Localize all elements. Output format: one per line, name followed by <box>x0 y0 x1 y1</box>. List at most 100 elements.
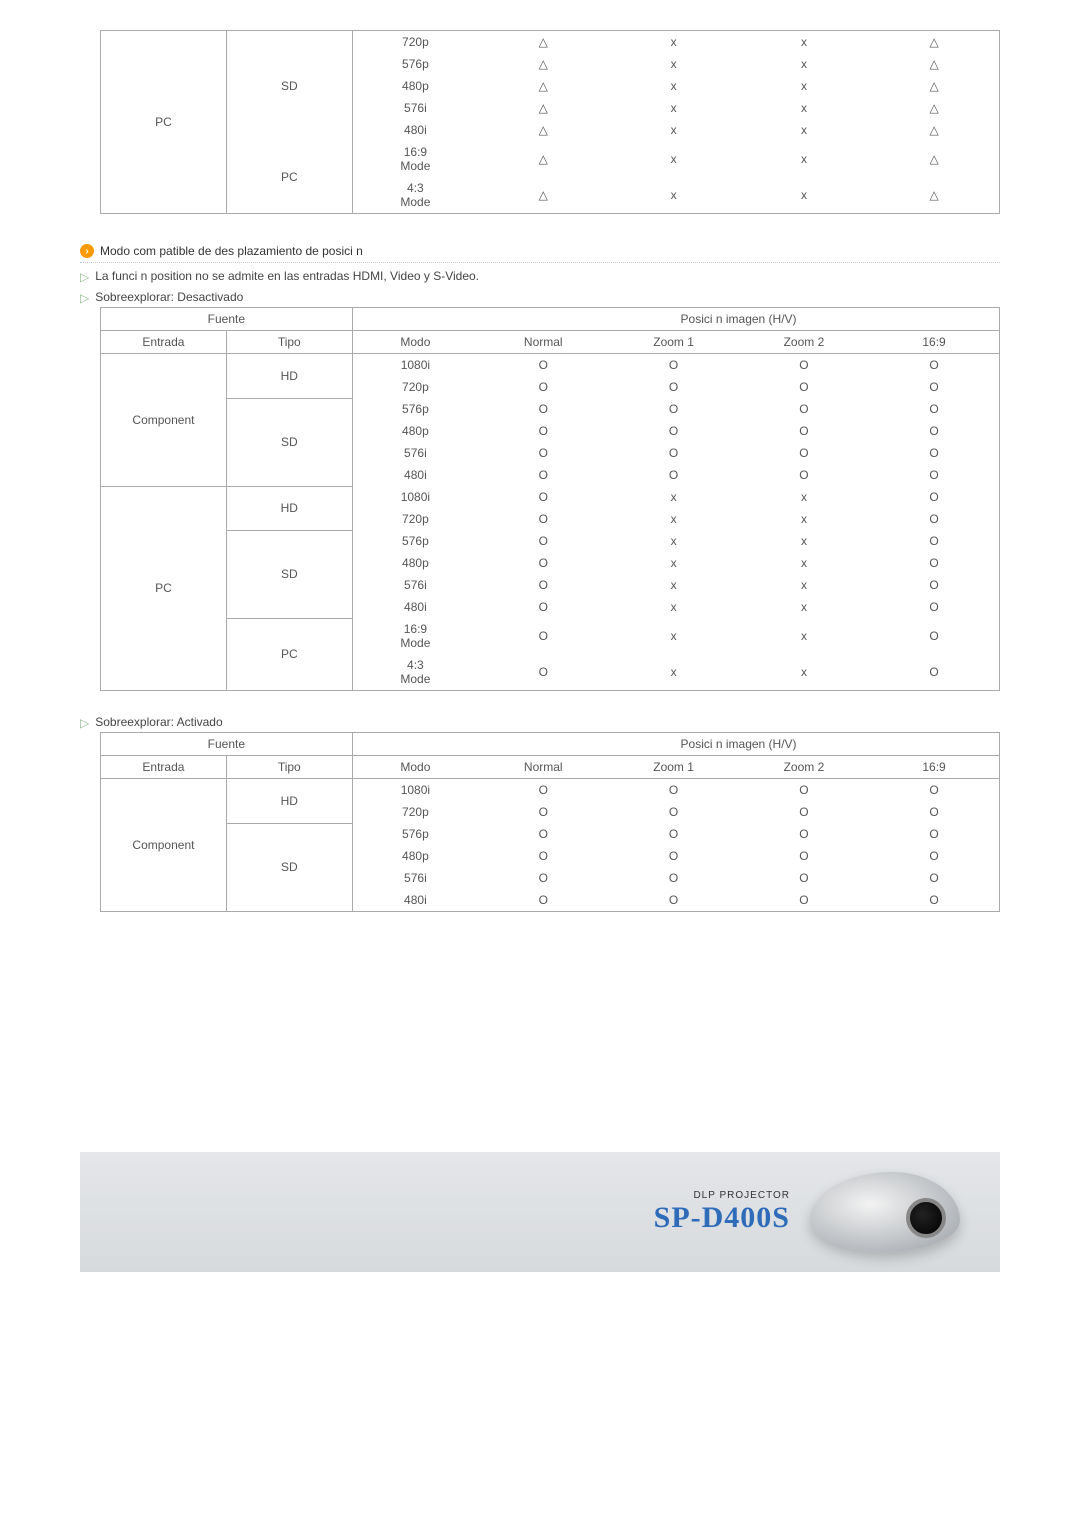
note-text-2: Sobreexplorar: Desactivado <box>95 290 243 304</box>
cell-value: x <box>608 31 738 54</box>
note-text-3: Sobreexplorar: Activado <box>95 715 222 729</box>
table-row: ComponentHD1080iOOOO <box>101 779 1000 802</box>
cell-value: x <box>739 53 869 75</box>
header-posicion: Posici n imagen (H/V) <box>478 733 999 756</box>
cell-modo: 480p <box>352 75 478 97</box>
cell-modo: 576p <box>352 823 478 845</box>
cell-value: O <box>478 398 608 420</box>
cell-value: x <box>739 177 869 214</box>
cell-value: O <box>608 442 738 464</box>
header-zoom1: Zoom 1 <box>608 331 738 354</box>
header-normal: Normal <box>478 331 608 354</box>
cell-modo: 1080i <box>352 779 478 802</box>
table-row: SD576pOOOO <box>101 398 1000 420</box>
header-r169: 16:9 <box>869 756 999 779</box>
cell-modo: 480p <box>352 420 478 442</box>
footer-model-text: SP-D400S <box>654 1201 790 1235</box>
cell-tipo: SD <box>226 398 352 486</box>
cell-value: △ <box>478 75 608 97</box>
header-tipo: Tipo <box>226 331 352 354</box>
cell-value: O <box>869 574 999 596</box>
header-normal: Normal <box>478 756 608 779</box>
cell-value: O <box>478 508 608 530</box>
cell-value: O <box>608 779 738 802</box>
header-zoom2: Zoom 2 <box>739 756 869 779</box>
cell-modo: 720p <box>352 376 478 398</box>
caret-icon: ▷ <box>80 716 89 730</box>
cell-value: x <box>739 141 869 177</box>
cell-value: x <box>739 530 869 552</box>
cell-value: O <box>478 552 608 574</box>
cell-value: x <box>739 508 869 530</box>
footer-small-text: DLP PROJECTOR <box>654 1190 790 1201</box>
note-text-1: La funci n position no se admite en las … <box>95 269 479 283</box>
table-row: PCHD1080iOxxO <box>101 486 1000 508</box>
table1-wrap: PCSD720p△xx△576p△xx△480p△xx△576i△xx△480i… <box>100 30 1000 214</box>
cell-value: O <box>869 654 999 691</box>
table-header-row: FuentePosici n imagen (H/V) <box>101 308 1000 331</box>
cell-value: x <box>608 97 738 119</box>
cell-value: O <box>869 618 999 654</box>
cell-value: △ <box>478 141 608 177</box>
cell-value: x <box>608 486 738 508</box>
projector-image <box>810 1172 960 1252</box>
note-line-2: ▷ Sobreexplorar: Desactivado <box>80 290 1000 305</box>
cell-value: O <box>478 420 608 442</box>
note-line-1: ▷ La funci n position no se admite en la… <box>80 269 1000 284</box>
cell-value: O <box>739 354 869 377</box>
cell-value: O <box>869 596 999 618</box>
section-heading-text: Modo com patible de des plazamiento de p… <box>100 244 363 258</box>
cell-value: x <box>608 119 738 141</box>
cell-value: O <box>869 779 999 802</box>
table-row: SD576pOOOO <box>101 823 1000 845</box>
cell-modo: 480p <box>352 845 478 867</box>
cell-value: O <box>739 779 869 802</box>
cell-value: x <box>608 53 738 75</box>
cell-value: O <box>478 618 608 654</box>
cell-tipo: SD <box>226 823 352 912</box>
cell-value: O <box>739 889 869 912</box>
cell-value: △ <box>478 119 608 141</box>
cell-entrada: Component <box>101 354 227 487</box>
cell-modo: 720p <box>352 801 478 823</box>
cell-modo: 576i <box>352 867 478 889</box>
cell-value: △ <box>869 177 999 214</box>
cell-value: O <box>869 867 999 889</box>
cell-value: O <box>739 801 869 823</box>
cell-value: x <box>608 177 738 214</box>
cell-value: O <box>869 530 999 552</box>
cell-value: △ <box>478 53 608 75</box>
table3-wrap: FuentePosici n imagen (H/V)EntradaTipoMo… <box>100 732 1000 912</box>
header-zoom2: Zoom 2 <box>739 331 869 354</box>
cell-value: O <box>478 596 608 618</box>
cell-modo: 576i <box>352 97 478 119</box>
cell-modo: 480i <box>352 596 478 618</box>
cell-value: x <box>739 486 869 508</box>
cell-value: x <box>608 618 738 654</box>
cell-value: x <box>739 119 869 141</box>
cell-value: O <box>739 845 869 867</box>
cell-value: O <box>478 486 608 508</box>
cell-value: O <box>608 823 738 845</box>
cell-value: x <box>608 654 738 691</box>
header-r169: 16:9 <box>869 331 999 354</box>
cell-value: O <box>608 889 738 912</box>
cell-modo: 1080i <box>352 354 478 377</box>
cell-value: O <box>478 464 608 486</box>
cell-value: O <box>478 779 608 802</box>
cell-value: O <box>478 574 608 596</box>
cell-value: O <box>739 376 869 398</box>
cell-value: O <box>869 801 999 823</box>
cell-value: O <box>608 464 738 486</box>
cell-value: △ <box>869 119 999 141</box>
header-fuente: Fuente <box>101 308 353 331</box>
cell-entrada: PC <box>101 31 227 214</box>
cell-value: O <box>869 889 999 912</box>
cell-value: x <box>739 596 869 618</box>
cell-value: O <box>869 376 999 398</box>
cell-value: O <box>869 442 999 464</box>
cell-tipo: SD <box>226 31 352 142</box>
cell-value: △ <box>869 75 999 97</box>
cell-value: O <box>478 801 608 823</box>
cell-modo: 480i <box>352 889 478 912</box>
